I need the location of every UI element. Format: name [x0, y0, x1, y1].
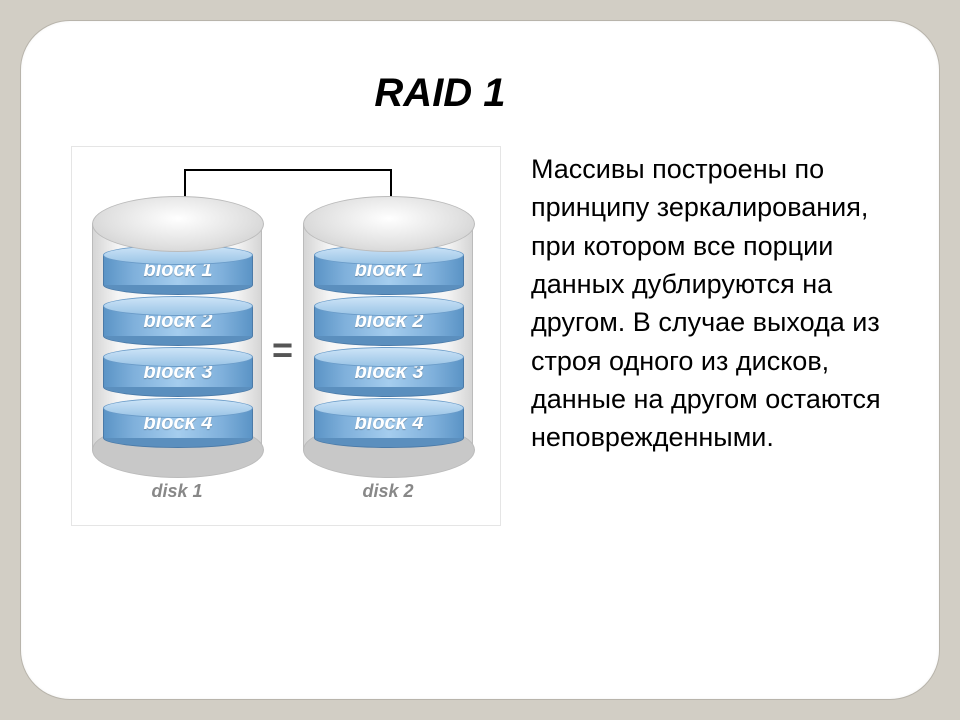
- block-top-ellipse: [314, 347, 464, 367]
- disk-2: block 1 block 2 block 3: [303, 197, 473, 502]
- disk-cylinder: block 1 block 2 block 3: [303, 197, 473, 477]
- equals-icon: =: [272, 329, 293, 371]
- description-text: Массивы построены по принципу зеркалиров…: [531, 146, 889, 457]
- block-top-ellipse: [314, 296, 464, 316]
- content-row: block 1 block 2 block 3: [71, 146, 889, 526]
- slide-card: RAID 1 block 1: [20, 20, 940, 700]
- block-3: block 3: [314, 347, 464, 397]
- blocks-stack: block 1 block 2 block 3: [103, 245, 253, 448]
- block-4: block 4: [314, 398, 464, 448]
- block-top-ellipse: [103, 296, 253, 316]
- disk-top: [303, 196, 475, 252]
- disk-top: [92, 196, 264, 252]
- block-1: block 1: [314, 245, 464, 295]
- connector-line: [184, 169, 392, 199]
- block-2: block 2: [103, 296, 253, 346]
- disks-row: block 1 block 2 block 3: [92, 197, 473, 502]
- block-3: block 3: [103, 347, 253, 397]
- disk-label: disk 2: [363, 481, 414, 502]
- disk-label: disk 1: [151, 481, 202, 502]
- disk-1: block 1 block 2 block 3: [92, 197, 262, 502]
- block-top-ellipse: [103, 398, 253, 418]
- block-4: block 4: [103, 398, 253, 448]
- disk-cylinder: block 1 block 2 block 3: [92, 197, 262, 477]
- block-2: block 2: [314, 296, 464, 346]
- block-1: block 1: [103, 245, 253, 295]
- blocks-stack: block 1 block 2 block 3: [314, 245, 464, 448]
- block-top-ellipse: [314, 398, 464, 418]
- block-top-ellipse: [103, 347, 253, 367]
- raid-diagram: block 1 block 2 block 3: [71, 146, 501, 526]
- page-title: RAID 1: [0, 71, 889, 116]
